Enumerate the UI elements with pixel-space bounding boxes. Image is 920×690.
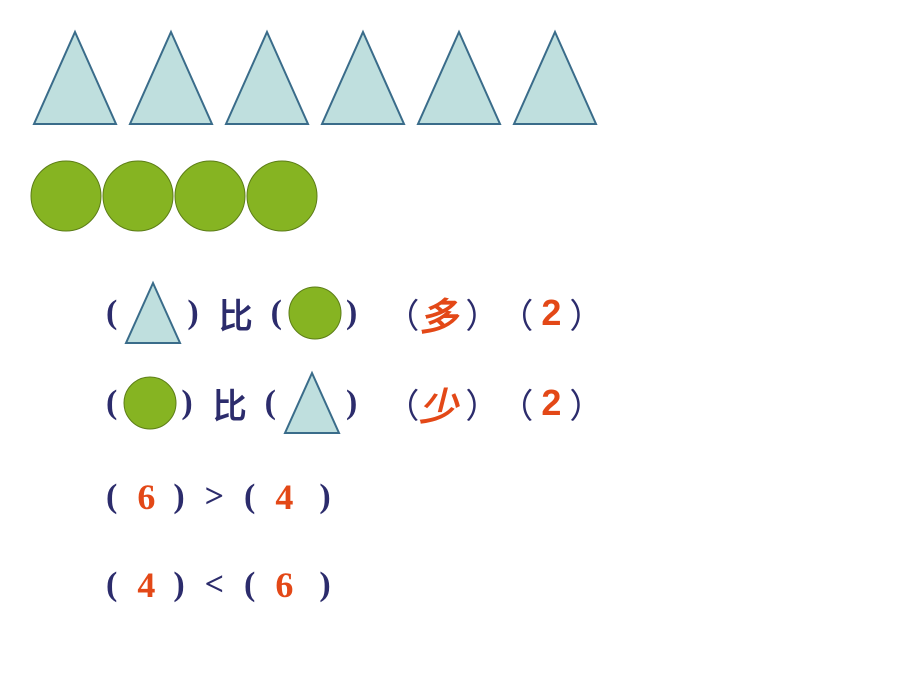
- close-paren: ): [346, 384, 359, 422]
- answer-number: 2: [541, 382, 561, 424]
- circles-row: [30, 160, 318, 232]
- open-paren: （: [385, 289, 419, 338]
- inline-circle-icon: [123, 376, 177, 430]
- close-paren: ): [346, 294, 359, 332]
- triangle-icon: [30, 28, 120, 128]
- operator: >: [205, 478, 226, 516]
- compare-word: 比: [213, 379, 247, 428]
- triangles-row: [30, 28, 600, 128]
- open-paren: (: [244, 478, 257, 516]
- comparison-line-1: ( ) 比 ( ) （ 多 ） （ 2 ）: [106, 280, 603, 346]
- close-paren: ): [319, 478, 332, 516]
- inline-triangle-icon: [282, 370, 342, 436]
- close-paren: ）: [465, 289, 499, 338]
- open-paren: （: [499, 289, 533, 338]
- triangle-icon: [318, 28, 408, 128]
- open-paren: (: [271, 294, 284, 332]
- open-paren: (: [106, 478, 119, 516]
- open-paren: (: [106, 566, 119, 604]
- open-paren: (: [265, 384, 278, 422]
- circle-icon: [102, 160, 174, 232]
- triangle-icon: [222, 28, 312, 128]
- comparison-line-2: ( ) 比 ( ) （ 少 ） （ 2 ）: [106, 370, 603, 436]
- answer-number: 6: [137, 476, 155, 518]
- close-paren: ): [173, 478, 186, 516]
- close-paren: ）: [465, 379, 499, 428]
- answer-number: 4: [137, 564, 155, 606]
- open-paren: (: [244, 566, 257, 604]
- open-paren: （: [499, 379, 533, 428]
- close-paren: ): [187, 294, 200, 332]
- answer-number: 6: [275, 564, 293, 606]
- circle-icon: [30, 160, 102, 232]
- answer-number: 2: [541, 292, 561, 334]
- close-paren: ）: [569, 379, 603, 428]
- close-paren: ): [173, 566, 186, 604]
- close-paren: ): [319, 566, 332, 604]
- answer-less: 少: [419, 376, 457, 431]
- close-paren: ): [181, 384, 194, 422]
- answer-number: 4: [275, 476, 293, 518]
- open-paren: (: [106, 384, 119, 422]
- inequality-line-2: ( 4 ) < ( 6 ): [106, 564, 333, 606]
- open-paren: （: [385, 379, 419, 428]
- inequality-line-1: ( 6 ) > ( 4 ): [106, 476, 333, 518]
- circle-icon: [246, 160, 318, 232]
- inline-circle-icon: [288, 286, 342, 340]
- open-paren: (: [106, 294, 119, 332]
- triangle-icon: [414, 28, 504, 128]
- operator: <: [205, 566, 226, 604]
- triangle-icon: [510, 28, 600, 128]
- answer-more: 多: [419, 286, 457, 341]
- inline-triangle-icon: [123, 280, 183, 346]
- close-paren: ）: [569, 289, 603, 338]
- circle-icon: [174, 160, 246, 232]
- triangle-icon: [126, 28, 216, 128]
- compare-word: 比: [219, 289, 253, 338]
